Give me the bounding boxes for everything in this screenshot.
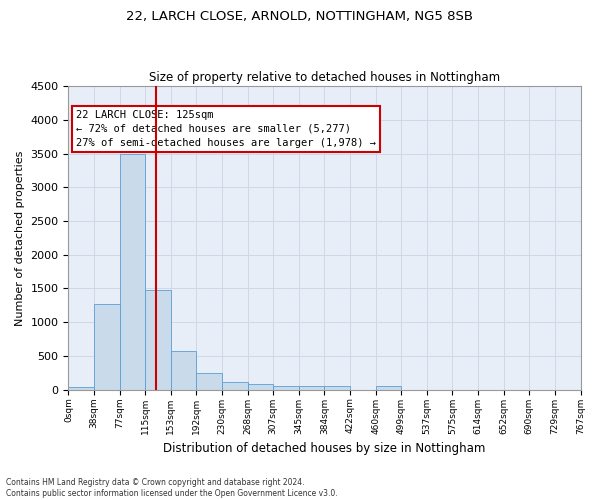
Bar: [376, 386, 401, 390]
Y-axis label: Number of detached properties: Number of detached properties: [15, 150, 25, 326]
Bar: [119, 154, 145, 390]
Bar: [68, 387, 94, 390]
Bar: [325, 386, 350, 390]
Bar: [222, 382, 248, 390]
X-axis label: Distribution of detached houses by size in Nottingham: Distribution of detached houses by size …: [163, 442, 485, 455]
Text: 22 LARCH CLOSE: 125sqm
← 72% of detached houses are smaller (5,277)
27% of semi-: 22 LARCH CLOSE: 125sqm ← 72% of detached…: [76, 110, 376, 148]
Bar: [248, 384, 273, 390]
Bar: [273, 386, 299, 390]
Bar: [196, 374, 222, 390]
Bar: [171, 351, 196, 390]
Bar: [94, 304, 119, 390]
Title: Size of property relative to detached houses in Nottingham: Size of property relative to detached ho…: [149, 70, 500, 84]
Bar: [145, 290, 171, 390]
Text: Contains HM Land Registry data © Crown copyright and database right 2024.
Contai: Contains HM Land Registry data © Crown c…: [6, 478, 338, 498]
Bar: [299, 386, 325, 390]
Text: 22, LARCH CLOSE, ARNOLD, NOTTINGHAM, NG5 8SB: 22, LARCH CLOSE, ARNOLD, NOTTINGHAM, NG5…: [127, 10, 473, 23]
